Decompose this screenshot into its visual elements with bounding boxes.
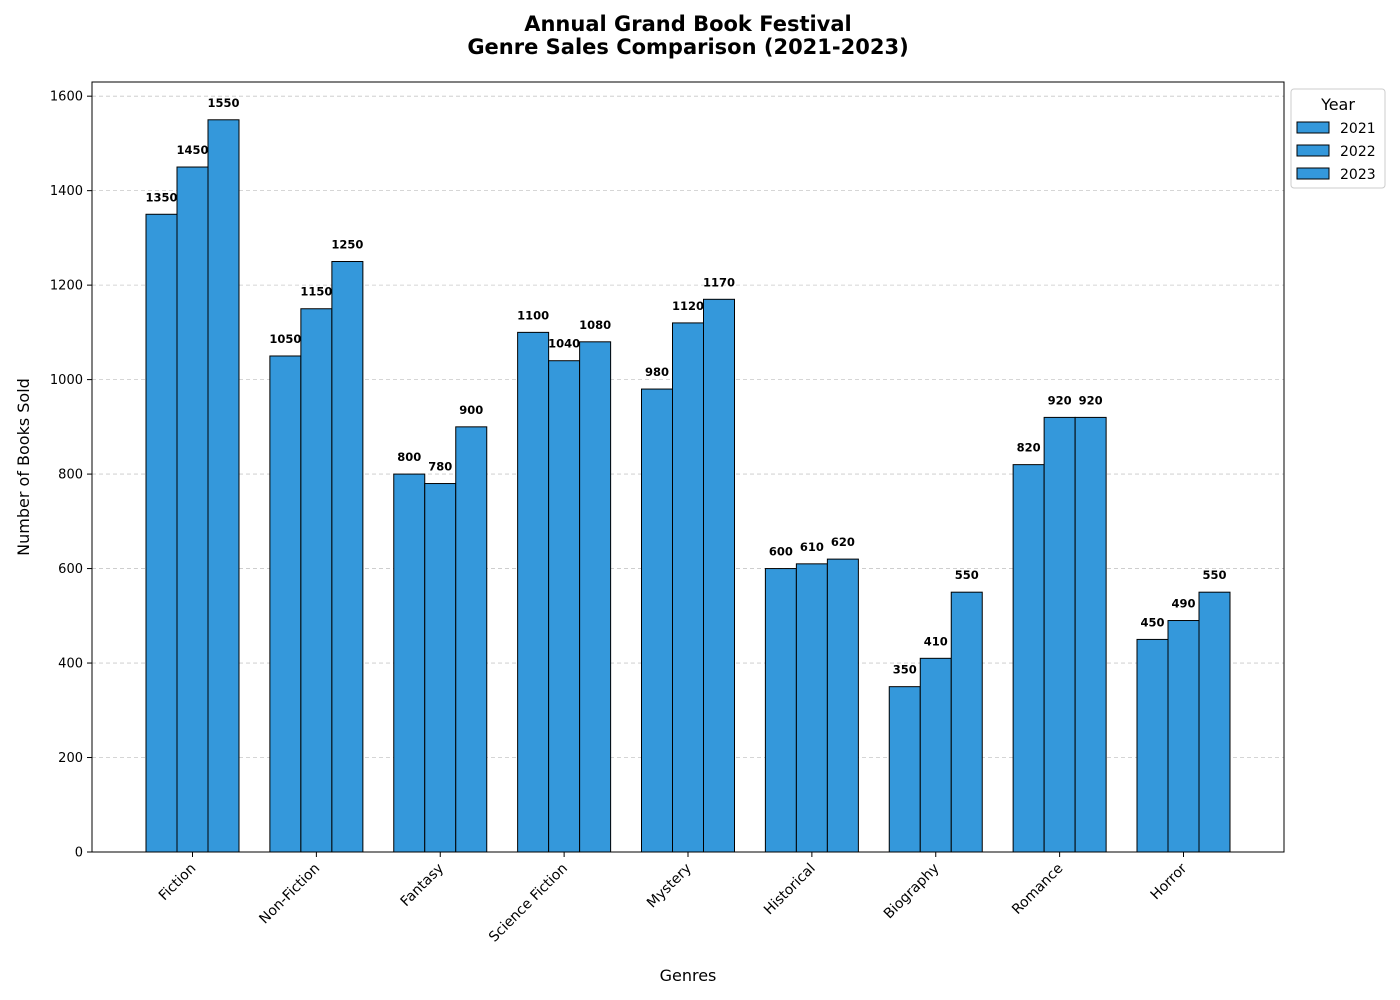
data-label: 820 — [1017, 441, 1041, 455]
plot-frame — [91, 81, 1285, 853]
data-labels: 1350 1050 800 1100 980 600 350 820 450 1450 1150 78… — [145, 96, 1226, 677]
bar-2021-7 — [1012, 464, 1045, 853]
data-label: 450 — [1140, 615, 1164, 629]
y-tick-label: 1000 — [50, 373, 83, 388]
bar-2023-0 — [207, 119, 240, 853]
y-tick-label: 800 — [58, 468, 83, 483]
data-label: 1050 — [269, 332, 301, 346]
x-axis-label: Genres — [660, 966, 717, 985]
x-tick-label: Science Fiction — [486, 861, 571, 946]
x-tick-label: Horror — [1148, 860, 1191, 903]
chart-title-line2: Genre Sales Comparison (2021-2023) — [467, 35, 908, 59]
bar-2021-1 — [269, 355, 302, 853]
y-tick-label: 0 — [75, 846, 83, 861]
x-tick-label: Fiction — [156, 861, 199, 904]
bar-2022-5 — [795, 563, 828, 853]
x-tick-label: Non-Fiction — [256, 861, 323, 928]
legend-box — [1290, 88, 1386, 189]
y-tick-label: 1600 — [50, 90, 83, 105]
bar-2021-0 — [145, 213, 178, 853]
data-label: 900 — [459, 403, 483, 417]
bars — [145, 119, 1231, 853]
legend: Year 2021 2022 2023 — [1290, 88, 1386, 189]
legend-label-2021: 2021 — [1340, 121, 1376, 137]
y-tick-label: 600 — [58, 562, 83, 577]
y-tick-label: 200 — [58, 751, 83, 766]
bar-2023-2 — [455, 426, 488, 853]
data-label: 800 — [397, 450, 421, 464]
y-tick-label: 400 — [58, 657, 83, 672]
bar-2021-8 — [1136, 638, 1169, 853]
data-label: 920 — [1079, 393, 1103, 407]
data-label: 920 — [1048, 393, 1072, 407]
bar-2023-5 — [826, 558, 859, 853]
data-label: 1100 — [517, 308, 549, 322]
bar-2022-0 — [176, 166, 209, 853]
x-tick-label: Historical — [761, 861, 819, 919]
bar-2022-2 — [424, 483, 457, 853]
data-label: 350 — [893, 663, 917, 677]
bar-2021-5 — [764, 568, 797, 853]
legend-swatch-2021 — [1296, 121, 1330, 134]
data-label: 410 — [924, 634, 948, 648]
legend-swatch-2023 — [1296, 167, 1330, 180]
bar-2022-6 — [919, 657, 952, 853]
chart-title-line1: Annual Grand Book Festival — [524, 12, 852, 36]
bar-2022-4 — [672, 322, 704, 853]
legend-label-2023: 2023 — [1340, 167, 1376, 183]
x-tick-label: Biography — [881, 861, 943, 923]
legend-swatch-2022 — [1296, 144, 1330, 157]
data-label: 780 — [428, 460, 452, 474]
bar-2023-6 — [950, 591, 983, 853]
data-label: 1450 — [176, 143, 208, 157]
bar-2021-4 — [641, 388, 673, 853]
bar-2023-4 — [703, 298, 735, 853]
data-label: 600 — [769, 545, 793, 559]
data-label: 1250 — [331, 238, 363, 252]
data-label: 550 — [955, 568, 979, 582]
x-tick-label: Mystery — [644, 861, 695, 912]
data-label: 1080 — [579, 318, 611, 332]
legend-title: Year — [1320, 95, 1355, 114]
y-tick-label: 1400 — [50, 184, 83, 199]
data-label: 980 — [645, 365, 669, 379]
y-tick-label: 1200 — [50, 279, 83, 294]
data-label: 1550 — [207, 96, 239, 110]
x-tick-label: Romance — [1009, 861, 1066, 918]
bar-2022-1 — [300, 308, 333, 853]
data-label: 1040 — [548, 337, 580, 351]
y-axis-label: Number of Books Sold — [14, 378, 33, 556]
bar-2023-1 — [331, 261, 364, 853]
bar-2022-8 — [1167, 620, 1200, 853]
data-label: 550 — [1202, 568, 1226, 582]
legend-label-2022: 2022 — [1340, 144, 1376, 160]
bar-2021-3 — [517, 331, 550, 853]
data-label: 490 — [1171, 597, 1195, 611]
bar-2022-3 — [548, 360, 581, 853]
data-label: 1150 — [300, 285, 332, 299]
data-label: 620 — [831, 535, 855, 549]
bar-2021-2 — [393, 473, 426, 853]
bar-2023-3 — [579, 341, 612, 853]
x-tick-label: Fantasy — [398, 861, 447, 910]
bar-2021-6 — [888, 686, 921, 853]
data-label: 1120 — [672, 299, 704, 313]
bar-2022-7 — [1043, 416, 1076, 853]
data-label: 1170 — [703, 275, 735, 289]
data-label: 610 — [800, 540, 824, 554]
bar-2023-7 — [1074, 416, 1107, 853]
data-label: 1350 — [145, 190, 177, 204]
bar-2023-8 — [1198, 591, 1231, 853]
